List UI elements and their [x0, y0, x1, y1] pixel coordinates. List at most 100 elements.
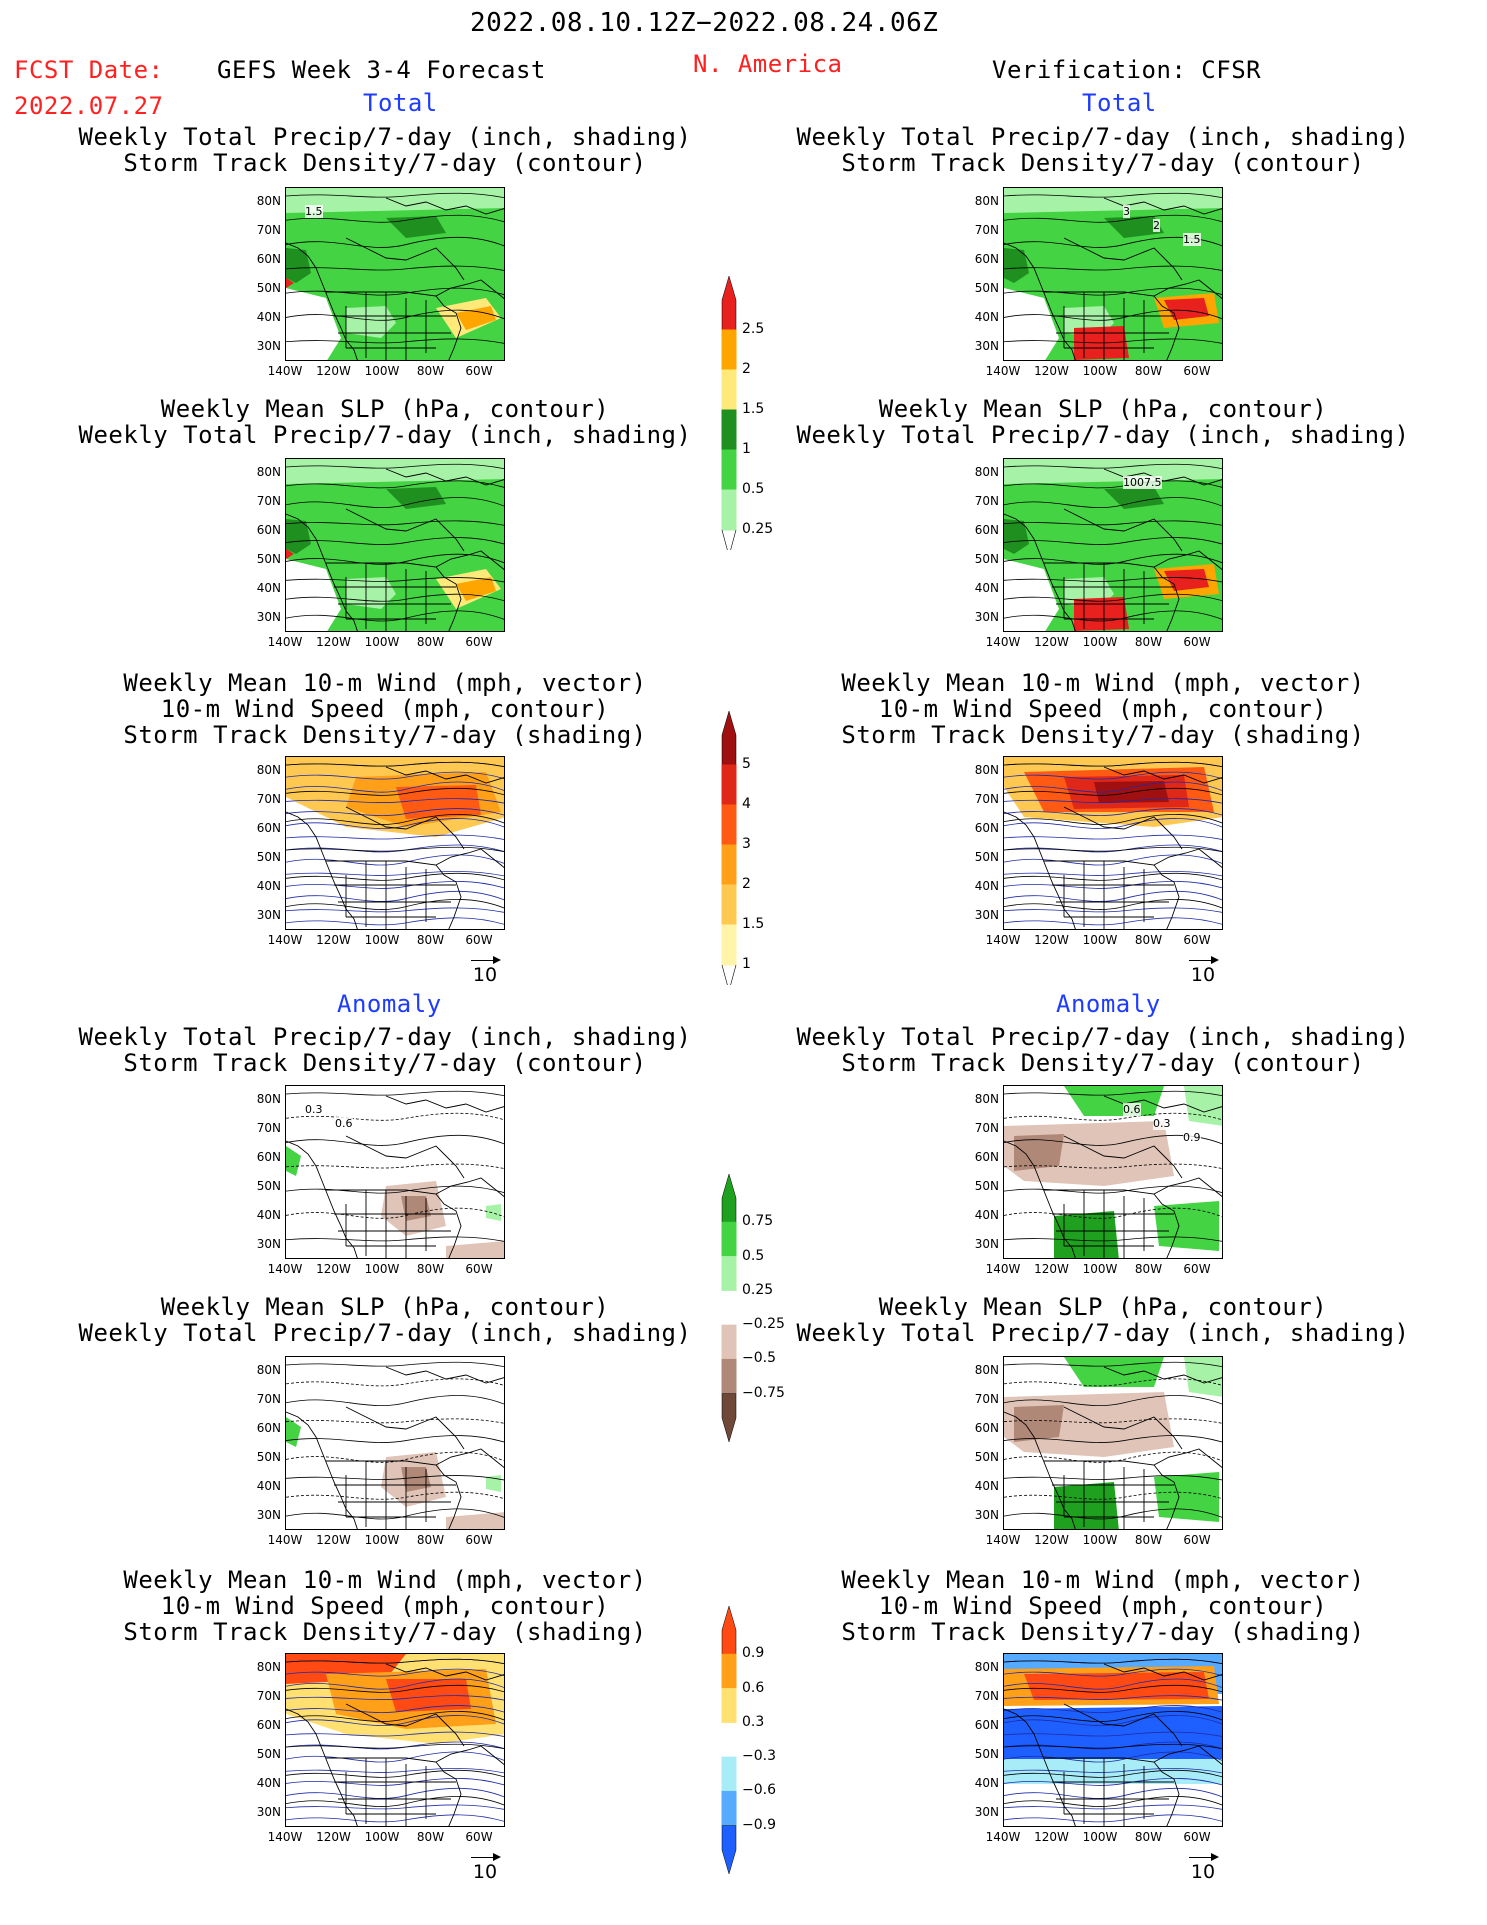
lat-tick-label: 80N: [974, 763, 999, 777]
lat-tick-label: 60N: [256, 523, 281, 537]
lat-tick-label: 40N: [974, 1208, 999, 1222]
lat-tick-label: 40N: [256, 1208, 281, 1222]
colorbar-label: −0.6: [742, 1782, 776, 1799]
vector-reference-label: 10: [472, 964, 498, 986]
lon-tick-label: 60W: [465, 635, 493, 649]
lon-tick-label: 100W: [1082, 1830, 1118, 1844]
colorbar-segment: [721, 489, 737, 531]
precip-anomaly-shading: [1154, 1472, 1219, 1522]
contour-label: 0.3: [1153, 1117, 1171, 1130]
precip-shading: [1104, 216, 1164, 238]
lon-tick-label: 140W: [267, 364, 303, 378]
colorbar-segment: [722, 1290, 736, 1326]
section-anomaly-left: Anomaly: [337, 990, 442, 1018]
contour-label: 0.9: [1183, 1131, 1201, 1144]
panel-title: Storm Track Density/7-day (shading): [123, 1618, 647, 1646]
panel-title: Weekly Total Precip/7-day (inch, shading…: [78, 421, 692, 449]
lon-tick-label: 80W: [416, 1830, 445, 1844]
forecast-map: [285, 187, 505, 361]
precip-shading: [386, 216, 446, 238]
precip-anomaly-shading: [1184, 1357, 1222, 1397]
colorbar-segment: [721, 449, 737, 491]
lat-tick-label: 70N: [974, 1392, 999, 1406]
lon-tick-label: 120W: [1034, 1533, 1069, 1547]
lat-tick-label: 80N: [256, 1660, 281, 1674]
storm-anomaly-shading: [1004, 1759, 1222, 1784]
section-total-left: Total: [363, 89, 438, 117]
colorbar-label: 5: [742, 756, 751, 772]
lon-tick-label: 100W: [1082, 1262, 1118, 1276]
lat-tick-label: 50N: [256, 1747, 281, 1761]
precip-shading: [1004, 519, 1029, 554]
vector-arrow-icon: [1183, 956, 1223, 964]
lat-tick-label: 40N: [256, 581, 281, 595]
forecast-map: [285, 1653, 505, 1827]
lat-tick-label: 60N: [974, 523, 999, 537]
precip-anomaly-shading: [1014, 1405, 1064, 1442]
panel-title: Weekly Mean SLP (hPa, contour): [160, 395, 610, 423]
lon-tick-label: 60W: [1183, 635, 1211, 649]
lon-tick-label: 60W: [1183, 1533, 1211, 1547]
colorbar-segment: [721, 1173, 737, 1223]
colorbar-label: 0.3: [742, 1713, 765, 1730]
lon-tick-label: 120W: [1034, 364, 1069, 378]
precip-shading: [286, 519, 311, 554]
colorbar-segment: [721, 710, 737, 766]
colorbar-label: 1.5: [742, 401, 765, 417]
lat-tick-label: 40N: [256, 310, 281, 324]
panel-title: Weekly Mean 10-m Wind (mph, vector): [841, 1566, 1365, 1594]
colorbar-segment: [721, 1221, 737, 1258]
colorbar-label: 0.5: [742, 481, 765, 497]
lat-tick-label: 70N: [256, 1121, 281, 1135]
lat-tick-label: 30N: [974, 610, 999, 624]
contour-lines: [1004, 1658, 1222, 1807]
lon-tick-label: 140W: [267, 1533, 303, 1547]
panel-title: Weekly Mean 10-m Wind (mph, vector): [123, 669, 647, 697]
colorbar-label: −0.75: [742, 1384, 785, 1401]
vector-arrow-icon: [465, 1853, 505, 1861]
lon-tick-label: 100W: [1082, 933, 1118, 947]
vector-arrow-icon: [465, 956, 505, 964]
lat-tick-label: 80N: [256, 1363, 281, 1377]
colorbar-label: 1: [742, 441, 751, 457]
lat-tick-label: 30N: [256, 339, 281, 353]
colorbar-segment: [721, 1324, 737, 1360]
panel-title: Storm Track Density/7-day (contour): [123, 149, 647, 177]
precip-anomaly-shading: [446, 1512, 504, 1529]
lat-tick-label: 50N: [974, 552, 999, 566]
precip-anomaly-shading: [486, 1204, 501, 1221]
lat-tick-label: 40N: [974, 310, 999, 324]
lon-tick-label: 80W: [1134, 635, 1163, 649]
precip-shading: [286, 188, 504, 213]
lon-tick-label: 100W: [364, 1533, 400, 1547]
panel-title: Weekly Mean SLP (hPa, contour): [878, 1293, 1328, 1321]
colorbar-segment: [721, 764, 737, 806]
precip-shading: [1004, 248, 1029, 283]
lon-tick-label: 100W: [364, 635, 400, 649]
precip-anomaly-shading: [401, 1467, 431, 1492]
contour-label: 1.5: [1183, 233, 1201, 246]
precip-shading: [1004, 559, 1059, 631]
lon-tick-label: 120W: [1034, 1262, 1069, 1276]
colorbar-segment: [721, 1756, 737, 1792]
lat-tick-label: 80N: [256, 465, 281, 479]
contour-label: 0.6: [335, 1117, 353, 1130]
lat-tick-label: 30N: [974, 1805, 999, 1819]
lon-tick-label: 80W: [416, 933, 445, 947]
lon-tick-label: 80W: [416, 1262, 445, 1276]
lon-tick-label: 100W: [364, 933, 400, 947]
lon-tick-label: 140W: [985, 1830, 1021, 1844]
storm-anomaly-shading: [386, 1679, 471, 1712]
precip-shading: [1004, 188, 1222, 213]
lat-tick-label: 70N: [256, 223, 281, 237]
coastline: [286, 1663, 504, 1826]
colorbar-segment: [721, 1393, 737, 1443]
panel-title: Weekly Mean SLP (hPa, contour): [878, 395, 1328, 423]
lat-tick-label: 60N: [974, 821, 999, 835]
lon-tick-label: 140W: [267, 635, 303, 649]
lon-tick-label: 100W: [364, 364, 400, 378]
lon-tick-label: 80W: [1134, 1262, 1163, 1276]
contour-label: 0.3: [305, 1103, 323, 1116]
lat-tick-label: 30N: [256, 1805, 281, 1819]
contour-label: 1.5: [305, 205, 323, 218]
